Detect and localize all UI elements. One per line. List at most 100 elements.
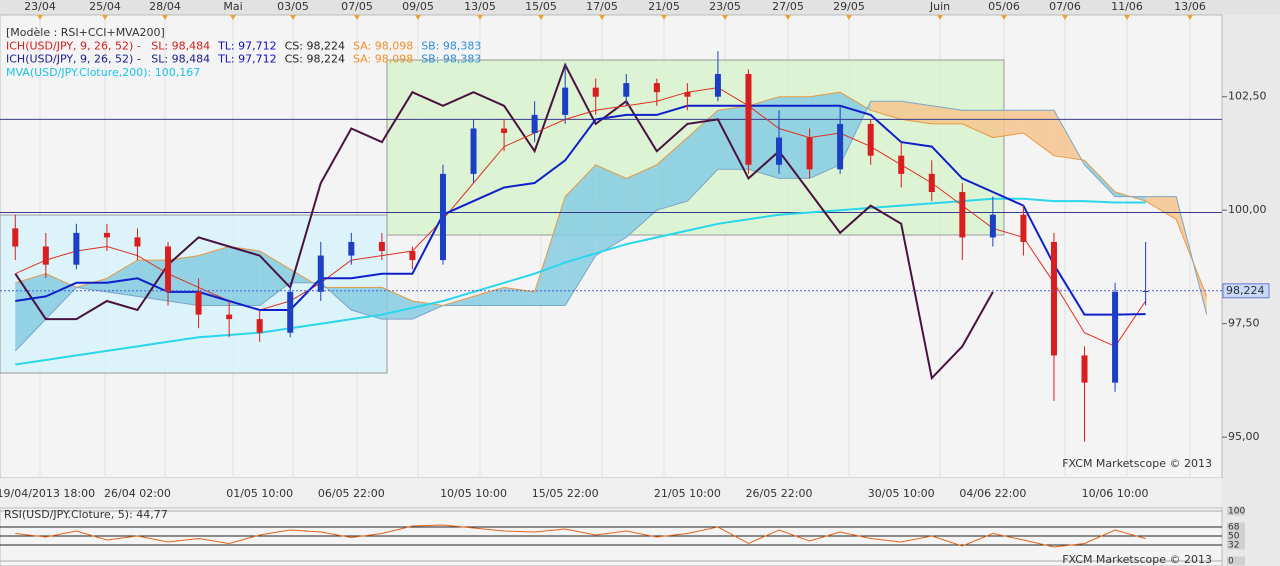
candle-body (745, 74, 752, 165)
date-marker (599, 15, 605, 20)
date-label: 13/06 (1174, 0, 1206, 13)
candle-body (439, 173, 446, 261)
legend-item: SB: 98,383 (421, 53, 481, 66)
candle-body (653, 83, 660, 93)
cloud-segment (870, 101, 902, 120)
legend-item: MVA(USD/JPY.Cloture,200): 100,167 (6, 66, 200, 79)
date-label: 05/06 (988, 0, 1020, 13)
x-tick-label: 06/05 22:00 (318, 487, 385, 500)
rsi-tick-box (1227, 522, 1245, 532)
date-marker (722, 15, 728, 20)
date-marker (1062, 15, 1068, 20)
date-marker (290, 15, 296, 20)
cloud-segment (15, 273, 46, 351)
y-tick-label: 95,00 (1228, 430, 1260, 443)
date-marker (785, 15, 791, 20)
candle-body (867, 123, 874, 156)
date-label: 23/05 (709, 0, 741, 13)
candle-body (348, 241, 355, 256)
rsi-tick-box (1227, 506, 1245, 516)
candle-body (959, 192, 966, 238)
candle-body (73, 232, 80, 265)
x-tick-label: 15/05 22:00 (532, 487, 599, 500)
candle-body (195, 291, 202, 315)
date-marker (538, 15, 544, 20)
candle-body (531, 114, 538, 134)
cloud-segment (1023, 110, 1054, 156)
date-marker (230, 15, 236, 20)
kijun-line (15, 104, 1146, 316)
date-marker (1187, 15, 1193, 20)
cloud-segment (504, 287, 535, 306)
cloud-segment (381, 287, 413, 320)
date-label: 13/05 (464, 0, 496, 13)
cloud-segment (626, 164, 657, 238)
cloud-segment (840, 92, 871, 165)
candle-body (42, 246, 49, 265)
rsi-watermark: FXCM Marketscope © 2013 (1062, 553, 1212, 566)
rsi-plot (0, 510, 1222, 562)
cloud-segment (106, 260, 138, 297)
rsi-tick-box (1227, 540, 1245, 550)
date-label: Mai (223, 0, 242, 13)
date-marker (846, 15, 852, 20)
cloud-segment (992, 110, 1024, 138)
date-marker (1001, 15, 1007, 20)
y-tick-label: 97,50 (1228, 317, 1260, 330)
date-marker (102, 15, 108, 20)
candle-body (898, 155, 905, 174)
cloud-segment (534, 196, 566, 306)
cloud-segment (779, 96, 810, 179)
x-tick-label: 30/05 10:00 (868, 487, 935, 500)
rsi-tick-label: 32 (1228, 541, 1239, 551)
cloud-segment (351, 287, 382, 320)
legend-item: ICH(USD/JPY, 9, 26, 52) - SL: 98,484 (6, 53, 210, 66)
candle-body (714, 74, 721, 97)
candle-body (12, 228, 19, 247)
candle-body (562, 87, 569, 115)
date-marker (37, 15, 43, 20)
date-label: 09/05 (402, 0, 434, 13)
y-tick-label: 102,50 (1228, 90, 1267, 103)
candle-body (1081, 355, 1088, 383)
candle-body (103, 232, 110, 238)
candle-body (806, 137, 813, 170)
x-tick-label: 26/04 02:00 (104, 487, 171, 500)
rsi-title: RSI(USD/JPY.Cloture, 5): 44,77 (4, 508, 168, 521)
cloud-segment (687, 110, 718, 202)
date-marker (661, 15, 667, 20)
rsi-tick-label: 50 (1228, 532, 1240, 542)
date-label: 17/05 (586, 0, 618, 13)
candle-body (1112, 291, 1119, 383)
x-tick-label: 21/05 10:00 (654, 487, 721, 500)
legend-item: CS: 98,224 (285, 53, 345, 66)
date-label: 25/04 (89, 0, 121, 13)
cloud-segment (962, 110, 993, 138)
rsi-line (15, 524, 1146, 548)
rsi-panel (0, 507, 1223, 566)
candle-body (317, 255, 324, 292)
candle-body (592, 87, 599, 97)
legend-item: CS: 98,224 (285, 39, 345, 52)
candle-body (989, 214, 996, 238)
date-label: 11/06 (1111, 0, 1143, 13)
rsi-tick-label: 68 (1228, 523, 1240, 533)
cloud-segment (45, 273, 77, 320)
date-marker (415, 15, 421, 20)
candle-body (501, 128, 508, 134)
candle-body (684, 92, 691, 97)
senkou-span-b (14, 100, 1208, 352)
x-tick-label: 01/05 10:00 (226, 487, 293, 500)
tenkan-line (15, 87, 1147, 348)
candle-body (256, 319, 263, 333)
date-marker (477, 15, 483, 20)
cloud-segment (229, 246, 260, 306)
legend-line: ICH(USD/JPY, 9, 26, 52) - SL: 98,484 TL: … (6, 53, 481, 66)
rsi-tick-box (1227, 531, 1245, 541)
chikou-line (14, 62, 994, 381)
cloud-segment (565, 164, 596, 306)
legend: [Modèle : RSI+CCI+MVA200]ICH(USD/JPY, 9,… (6, 26, 481, 79)
date-label: 21/05 (648, 0, 680, 13)
candle-body (776, 137, 783, 165)
candle-body (134, 237, 141, 247)
